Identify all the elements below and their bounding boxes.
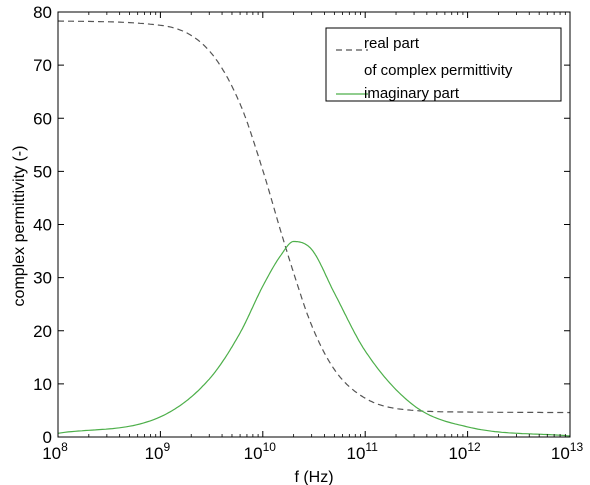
x-tick-label: 109 (145, 440, 171, 463)
y-tick-label: 50 (33, 162, 52, 181)
axes-layer: 108 109 1010 1011 1012 1013 0 10 20 30 40 50 60 70 80 (33, 3, 583, 463)
x-tick-label: 1012 (448, 440, 481, 463)
y-tick-label: 70 (33, 56, 52, 75)
x-tick-label: 1013 (551, 440, 584, 463)
y-tick-label: 60 (33, 109, 52, 128)
legend-label: real part (364, 35, 420, 52)
series-line-imaginary-part (57, 240, 571, 437)
legend: real part of complex permittivity imaginar… (325, 27, 562, 102)
x-tick-label: 1010 (244, 440, 277, 463)
legend-box (325, 27, 562, 102)
y-axis-label: complex permittivity (-) (11, 146, 28, 307)
y-tick-label: 30 (33, 269, 52, 288)
plot-layer (57, 20, 571, 437)
y-tick-label: 20 (33, 322, 52, 341)
y-tick-label: 40 (33, 216, 52, 235)
x-tick-label: 1011 (347, 440, 379, 463)
y-tick-label: 0 (43, 428, 52, 447)
x-axis-label: f (Hz) (294, 469, 333, 485)
legend-label: of complex permittivity (364, 62, 513, 79)
y-tick-label: 80 (33, 3, 52, 22)
x-tick-label: 108 (42, 440, 68, 463)
legend-label: imaginary part (364, 85, 460, 102)
y-tick-label: 10 (33, 375, 52, 394)
